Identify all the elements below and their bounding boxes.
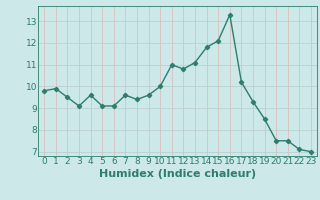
X-axis label: Humidex (Indice chaleur): Humidex (Indice chaleur)	[99, 169, 256, 179]
